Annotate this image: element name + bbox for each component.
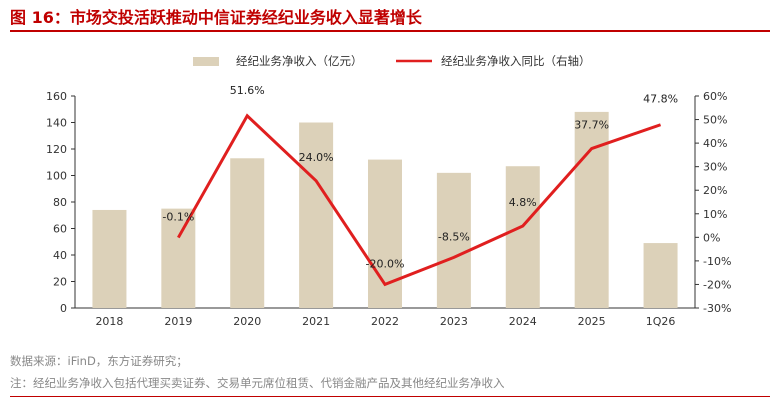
- x-axis-tick-label: 1Q26: [646, 315, 676, 328]
- x-axis-tick-label: 2018: [95, 315, 123, 328]
- x-axis-tick-label: 2019: [164, 315, 192, 328]
- title-divider: [10, 30, 770, 32]
- left-axis-tick-label: 60: [53, 223, 67, 236]
- line-data-label: 47.8%: [643, 93, 678, 106]
- bar: [574, 111, 609, 309]
- footnote: 注：经纪业务净收入包括代理买卖证券、交易单元席位租赁、代销金融产品及其他经纪业务…: [10, 376, 505, 390]
- left-axis-tick-label: 120: [46, 143, 67, 156]
- right-axis-tick-label: -10%: [703, 255, 731, 268]
- bar: [299, 122, 334, 308]
- right-axis-tick-label: -30%: [703, 302, 731, 315]
- source-note: 数据来源：iFinD，东方证券研究；: [10, 354, 188, 368]
- line-data-label: -0.1%: [162, 211, 194, 224]
- x-axis-tick-label: 2021: [302, 315, 330, 328]
- left-axis-tick-label: 40: [53, 249, 67, 262]
- axes: 0 20 40 60 80 100 120 140 160 -30% -20% -10% 0% 10% 20…: [46, 90, 731, 328]
- x-axis-tick-label: 2022: [371, 315, 399, 328]
- right-axis-tick-label: 20%: [703, 184, 727, 197]
- line-data-label: -20.0%: [366, 257, 405, 270]
- right-axis-tick-label: 10%: [703, 208, 727, 221]
- bar: [643, 243, 678, 308]
- figure-title: 图 16：市场交投活跃推动中信证券经纪业务收入显著增长: [10, 8, 422, 27]
- left-axis-tick-label: 100: [46, 170, 67, 183]
- legend: 经纪业务净收入（亿元） 经纪业务净收入同比（右轴）: [193, 54, 591, 68]
- left-axis-tick-label: 160: [46, 90, 67, 103]
- x-axis-tick-label: 2020: [233, 315, 261, 328]
- right-axis-tick-label: 40%: [703, 137, 727, 150]
- x-axis-tick-label: 2024: [509, 315, 537, 328]
- line-data-label: 4.8%: [509, 196, 537, 209]
- line-data-label: 37.7%: [574, 119, 609, 132]
- left-axis-tick-label: 140: [46, 117, 67, 130]
- data-labels: -0.1% 51.6% 24.0% -20.0% -8.5% 4.8% 37.7% 47.8%: [162, 84, 678, 271]
- right-axis-tick-label: 30%: [703, 161, 727, 174]
- bar: [92, 209, 127, 308]
- left-axis-tick-label: 0: [60, 302, 67, 315]
- bar: [505, 166, 540, 308]
- bottom-divider: [10, 396, 770, 397]
- legend-swatch-bar: [193, 57, 219, 66]
- left-axis-tick-label: 20: [53, 276, 67, 289]
- bar: [161, 208, 196, 308]
- bar: [230, 158, 265, 308]
- line-data-label: 51.6%: [230, 84, 265, 97]
- right-axis-tick-label: 0%: [703, 231, 720, 244]
- line-data-label: 24.0%: [299, 151, 334, 164]
- right-axis-tick-label: -20%: [703, 278, 731, 291]
- line-series: [177, 113, 662, 287]
- right-axis-tick-label: 60%: [703, 90, 727, 103]
- yoy-line: [177, 113, 662, 287]
- legend-label-bar: 经纪业务净收入（亿元）: [236, 54, 363, 68]
- legend-label-line: 经纪业务净收入同比（右轴）: [441, 54, 591, 68]
- line-data-label: -8.5%: [438, 230, 470, 243]
- left-axis-tick-label: 80: [53, 196, 67, 209]
- bar: [436, 172, 471, 308]
- x-axis-tick-label: 2025: [578, 315, 606, 328]
- right-axis-tick-label: 50%: [703, 114, 727, 127]
- x-axis-tick-label: 2023: [440, 315, 468, 328]
